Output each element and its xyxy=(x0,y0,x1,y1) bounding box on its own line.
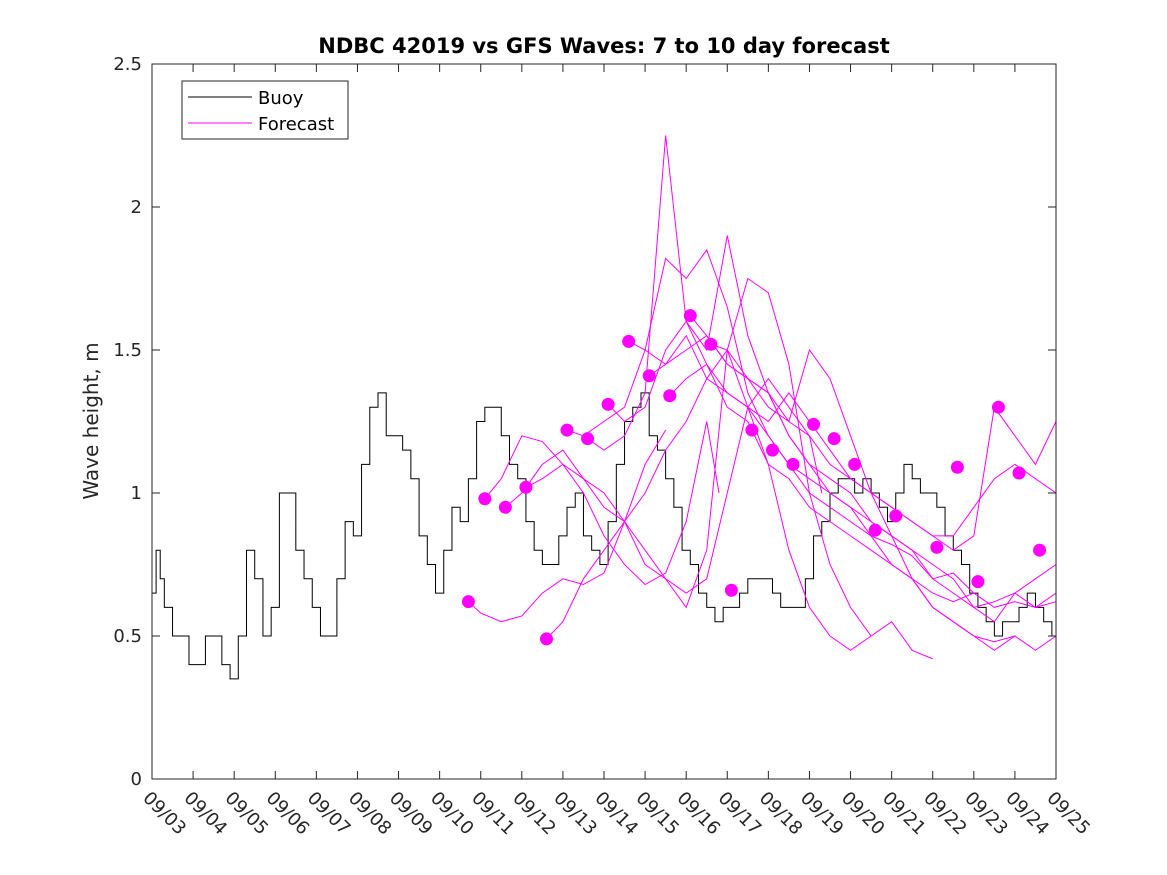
legend-label-buoy: Buoy xyxy=(258,88,304,109)
forecast-marker-15 xyxy=(745,423,759,437)
forecast-marker-6 xyxy=(560,423,574,437)
forecast-marker-5 xyxy=(539,632,553,646)
y-axis: 0 0.5 1 1.5 2 2.5 xyxy=(113,54,1056,790)
legend-label-forecast: Forecast xyxy=(258,114,334,135)
forecast-line-5 xyxy=(546,348,933,660)
forecast-marker-11 xyxy=(663,389,677,403)
forecast-marker-19 xyxy=(827,432,841,446)
buoy-line xyxy=(152,392,1056,680)
forecast-marker-21 xyxy=(868,523,882,537)
forecast-marker-10 xyxy=(642,369,656,383)
forecast-marker-23 xyxy=(930,540,944,554)
forecast-marker-22 xyxy=(889,509,903,523)
chart-title: NDBC 42019 vs GFS Waves: 7 to 10 day for… xyxy=(318,34,889,58)
forecast-line-1 xyxy=(468,429,667,623)
forecast-marker-4 xyxy=(519,480,533,494)
buoy-series xyxy=(152,392,1056,680)
forecast-line-9 xyxy=(628,334,1057,608)
forecast-line-13 xyxy=(710,343,1057,537)
y-tick-label: 0.5 xyxy=(113,626,142,647)
y-tick-label: 2 xyxy=(131,197,142,218)
y-tick-label: 1.5 xyxy=(113,340,142,361)
forecast-marker-17 xyxy=(786,457,800,471)
forecast-marker-group xyxy=(461,309,1047,646)
forecast-marker-16 xyxy=(765,443,779,457)
y-axis-title: Wave height, m xyxy=(79,342,103,499)
forecast-marker-24 xyxy=(950,460,964,474)
forecast-marker-13 xyxy=(704,337,718,351)
y-tick-label: 0 xyxy=(131,769,142,790)
forecast-marker-20 xyxy=(848,457,862,471)
forecast-marker-27 xyxy=(1012,466,1026,480)
forecast-marker-18 xyxy=(807,417,821,431)
forecast-marker-3 xyxy=(498,500,512,514)
y-tick-label: 2.5 xyxy=(113,54,142,75)
forecast-marker-28 xyxy=(1033,543,1047,557)
forecast-marker-14 xyxy=(724,583,738,597)
forecast-marker-12 xyxy=(683,309,697,323)
forecast-marker-26 xyxy=(991,400,1005,414)
forecast-series-group xyxy=(468,135,1057,660)
forecast-marker-2 xyxy=(478,492,492,506)
forecast-marker-25 xyxy=(971,575,985,589)
forecast-line-4 xyxy=(525,277,872,637)
forecast-marker-8 xyxy=(601,397,615,411)
forecast-marker-9 xyxy=(622,334,636,348)
legend: Buoy Forecast xyxy=(181,80,349,140)
legend-box xyxy=(181,80,349,140)
forecast-marker-1 xyxy=(461,595,475,609)
forecast-line-2 xyxy=(484,421,720,586)
y-tick-label: 1 xyxy=(131,483,142,504)
forecast-marker-7 xyxy=(581,432,595,446)
